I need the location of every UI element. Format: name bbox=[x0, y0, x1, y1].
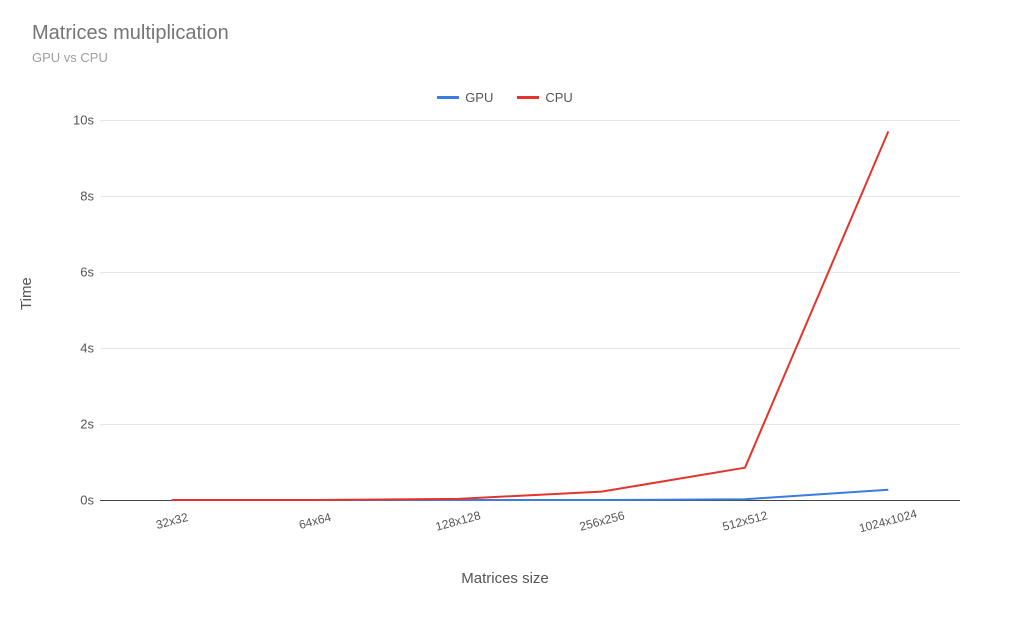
x-tick-label: 512x512 bbox=[721, 508, 769, 533]
legend-label-cpu: CPU bbox=[545, 90, 572, 105]
chart-container: Matrices multiplication GPU vs CPU GPU C… bbox=[0, 0, 1010, 625]
y-tick-label: 4s bbox=[80, 341, 94, 356]
legend-swatch-cpu bbox=[517, 96, 539, 99]
x-tick-label: 32x32 bbox=[154, 510, 189, 532]
chart-title: Matrices multiplication bbox=[32, 22, 229, 45]
y-tick-label: 0s bbox=[80, 493, 94, 508]
legend-swatch-gpu bbox=[437, 96, 459, 99]
legend: GPU CPU bbox=[0, 90, 1010, 105]
y-tick-label: 6s bbox=[80, 265, 94, 280]
series-line-cpu bbox=[172, 131, 889, 500]
y-tick-label: 8s bbox=[80, 189, 94, 204]
x-tick-label: 256x256 bbox=[578, 508, 626, 533]
plot-area bbox=[100, 120, 960, 500]
legend-label-gpu: GPU bbox=[465, 90, 493, 105]
legend-item-gpu: GPU bbox=[437, 90, 493, 105]
y-tick-label: 2s bbox=[80, 417, 94, 432]
x-tick-label: 64x64 bbox=[297, 510, 332, 532]
x-tick-label: 1024x1024 bbox=[858, 507, 919, 536]
chart-subtitle: GPU vs CPU bbox=[32, 50, 108, 65]
y-tick-label: 10s bbox=[73, 113, 94, 128]
y-axis-title: Time bbox=[18, 277, 35, 310]
x-axis-title: Matrices size bbox=[0, 570, 1010, 587]
legend-item-cpu: CPU bbox=[517, 90, 572, 105]
x-tick-label: 128x128 bbox=[434, 508, 482, 533]
